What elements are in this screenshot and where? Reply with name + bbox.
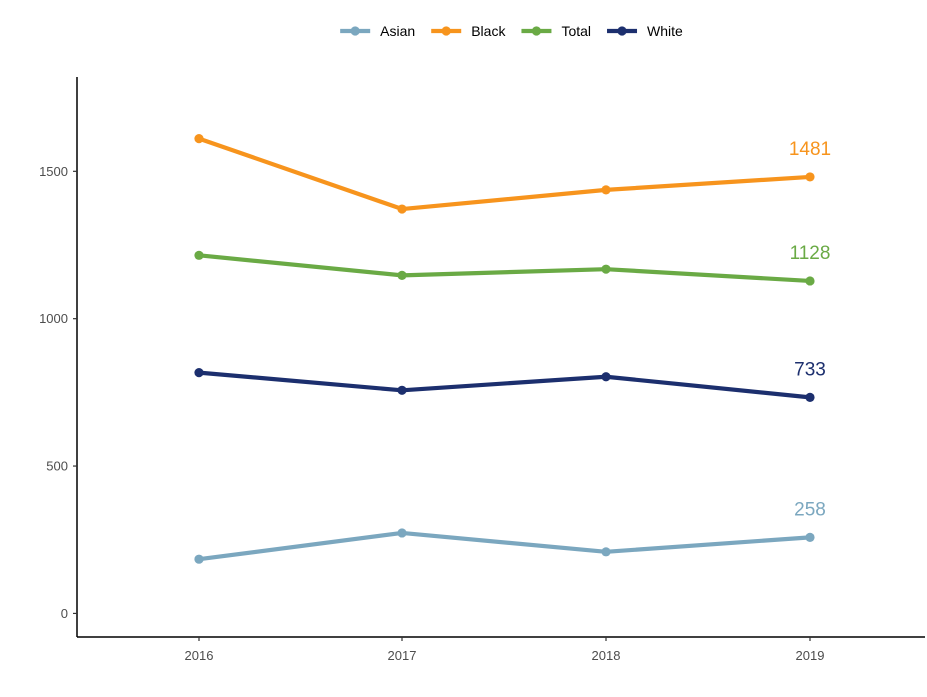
end-label-black: 1481 <box>789 139 831 160</box>
data-point-asian <box>397 528 407 538</box>
x-tick-label: 2017 <box>388 648 417 663</box>
data-point-black <box>805 172 815 182</box>
data-point-asian <box>194 554 204 564</box>
series-line-asian <box>196 530 813 562</box>
legend: Asian Black Total White <box>340 23 683 39</box>
legend-key-point-total <box>531 26 542 36</box>
legend-key-point-white <box>617 26 627 36</box>
data-point-total <box>601 264 611 274</box>
data-point-black <box>397 204 407 214</box>
data-point-total <box>194 250 204 260</box>
data-point-total <box>397 270 407 280</box>
legend-label-black: Black <box>471 23 506 39</box>
legend-item-total: Total <box>521 23 591 39</box>
series-group <box>194 134 815 564</box>
data-point-asian <box>805 532 815 542</box>
end-labels: 258 1481 1128 733 <box>789 139 831 520</box>
end-label-total: 1128 <box>790 243 831 264</box>
data-point-asian <box>601 547 611 557</box>
x-tick-label: 2018 <box>592 648 621 663</box>
legend-item-white: White <box>607 23 683 39</box>
data-point-white <box>397 385 407 395</box>
legend-item-black: Black <box>431 23 506 39</box>
data-point-white <box>194 368 204 378</box>
y-tick-label: 1000 <box>39 311 68 326</box>
end-label-asian: 258 <box>794 499 826 520</box>
x-tick-label: 2016 <box>185 648 214 663</box>
legend-label-asian: Asian <box>380 23 415 39</box>
legend-item-asian: Asian <box>340 23 415 39</box>
axes: 0 500 1000 1500 2016 2017 2018 2019 <box>39 77 925 663</box>
series-line-black <box>196 136 813 212</box>
legend-label-total: Total <box>561 23 591 39</box>
y-tick-label: 1500 <box>39 164 68 179</box>
series-line-white <box>196 370 813 400</box>
y-tick-label: 0 <box>61 606 68 621</box>
data-point-total <box>805 276 815 286</box>
x-tick-label: 2019 <box>796 648 825 663</box>
legend-label-white: White <box>647 23 683 39</box>
data-point-black <box>601 185 611 195</box>
data-point-white <box>601 372 611 382</box>
end-label-white: 733 <box>794 359 826 380</box>
legend-key-point-asian <box>350 26 360 36</box>
y-tick-label: 500 <box>46 459 68 474</box>
data-point-white <box>805 392 815 402</box>
data-point-black <box>194 134 204 144</box>
series-line-total <box>196 253 813 284</box>
legend-key-point-black <box>441 26 451 36</box>
